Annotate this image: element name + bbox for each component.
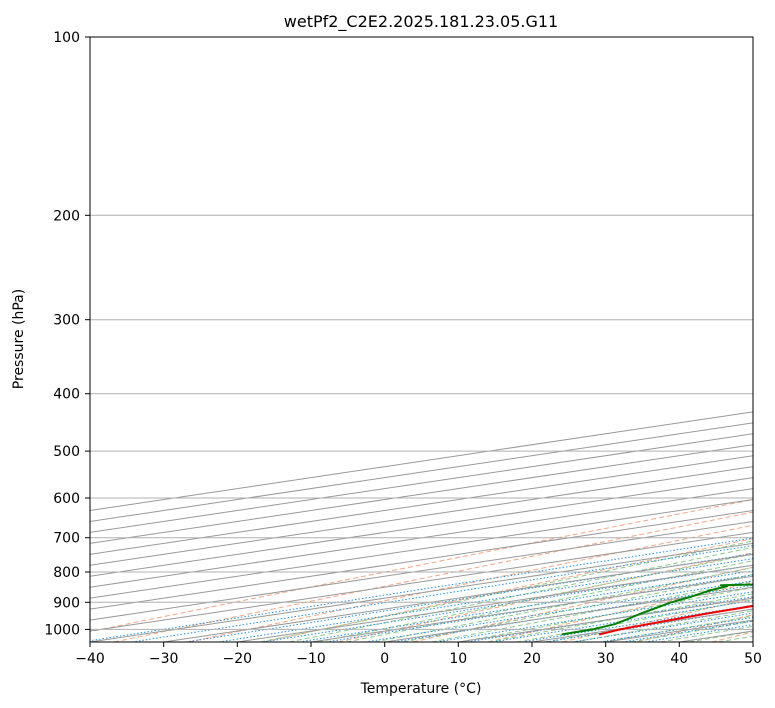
x-axis: −40 −30 −20 −10 0 10 20 30 40 50	[75, 642, 762, 667]
y-tick-label: 300	[53, 313, 80, 329]
isotherms	[90, 411, 753, 642]
mixing-ratio-line	[365, 580, 753, 642]
dry-adiabats	[90, 499, 753, 642]
dewpoint-line	[561, 583, 753, 636]
isotherm	[90, 477, 753, 577]
chart-title: wetPf2_C2E2.2025.181.23.05.G11	[284, 12, 558, 32]
isotherm	[90, 455, 753, 555]
isotherm	[90, 509, 753, 610]
isotherm	[90, 520, 753, 621]
dry-adiabat	[263, 538, 753, 642]
y-tick-label: 400	[53, 387, 80, 403]
y-tick-label: 800	[53, 565, 80, 581]
profile-series	[561, 583, 753, 636]
y-tick-label: 700	[53, 531, 80, 547]
plot-frame	[89, 36, 754, 643]
y-axis-label: Pressure (hPa)	[11, 289, 27, 389]
x-tick-label: 0	[380, 651, 389, 667]
y-tick-label: 200	[53, 208, 80, 224]
y-tick-label: 100	[53, 30, 80, 46]
mixing-ratio-line	[131, 545, 753, 642]
mixing-ratio-line	[436, 591, 753, 642]
x-tick-label: 10	[449, 651, 467, 667]
plot-background	[90, 37, 753, 642]
mixing-ratio-line	[90, 537, 753, 642]
x-tick-label: −20	[223, 651, 253, 667]
isobars	[90, 37, 753, 630]
isotherm	[90, 499, 753, 599]
isotherm	[90, 444, 753, 544]
isotherm	[90, 466, 753, 566]
x-axis-label: Temperature (°C)	[360, 681, 482, 697]
x-tick-label: 20	[523, 651, 541, 667]
x-tick-label: −10	[296, 651, 326, 667]
x-tick-label: −30	[149, 651, 179, 667]
y-axis: 100 200 300 400 500 600 700 800 900 1000	[44, 30, 90, 638]
x-tick-label: −40	[75, 651, 105, 667]
x-tick-label: 30	[597, 651, 615, 667]
y-tick-label: 500	[53, 444, 80, 460]
x-tick-label: 40	[670, 651, 688, 667]
isotherm	[90, 488, 753, 588]
y-tick-label: 900	[53, 595, 80, 611]
isotherm	[90, 531, 753, 632]
isotherm	[752, 641, 753, 642]
y-tick-label: 1000	[44, 622, 80, 638]
y-tick-label: 600	[53, 491, 80, 507]
x-tick-label: 50	[744, 651, 762, 667]
